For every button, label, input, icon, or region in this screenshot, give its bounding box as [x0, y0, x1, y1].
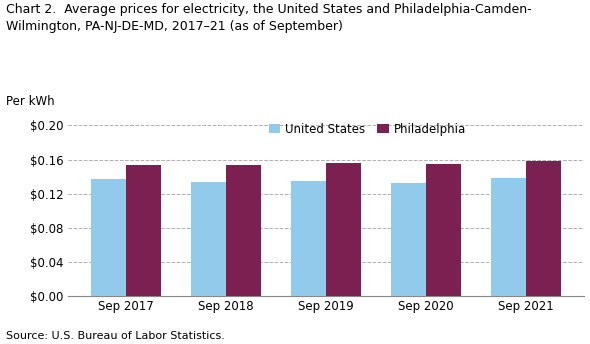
- Bar: [391, 183, 426, 296]
- Bar: [91, 179, 126, 296]
- Bar: [226, 165, 261, 296]
- Text: Per kWh: Per kWh: [6, 95, 54, 108]
- Bar: [291, 181, 326, 296]
- Bar: [491, 179, 526, 296]
- Bar: [326, 163, 361, 296]
- Text: Chart 2.  Average prices for electricity, the United States and Philadelphia-Cam: Chart 2. Average prices for electricity,…: [6, 3, 532, 33]
- Bar: [191, 182, 226, 296]
- Text: Source: U.S. Bureau of Labor Statistics.: Source: U.S. Bureau of Labor Statistics.: [6, 331, 225, 341]
- Bar: [126, 165, 161, 296]
- Legend: United States, Philadelphia: United States, Philadelphia: [268, 123, 466, 136]
- Bar: [426, 164, 461, 296]
- Bar: [526, 161, 560, 296]
